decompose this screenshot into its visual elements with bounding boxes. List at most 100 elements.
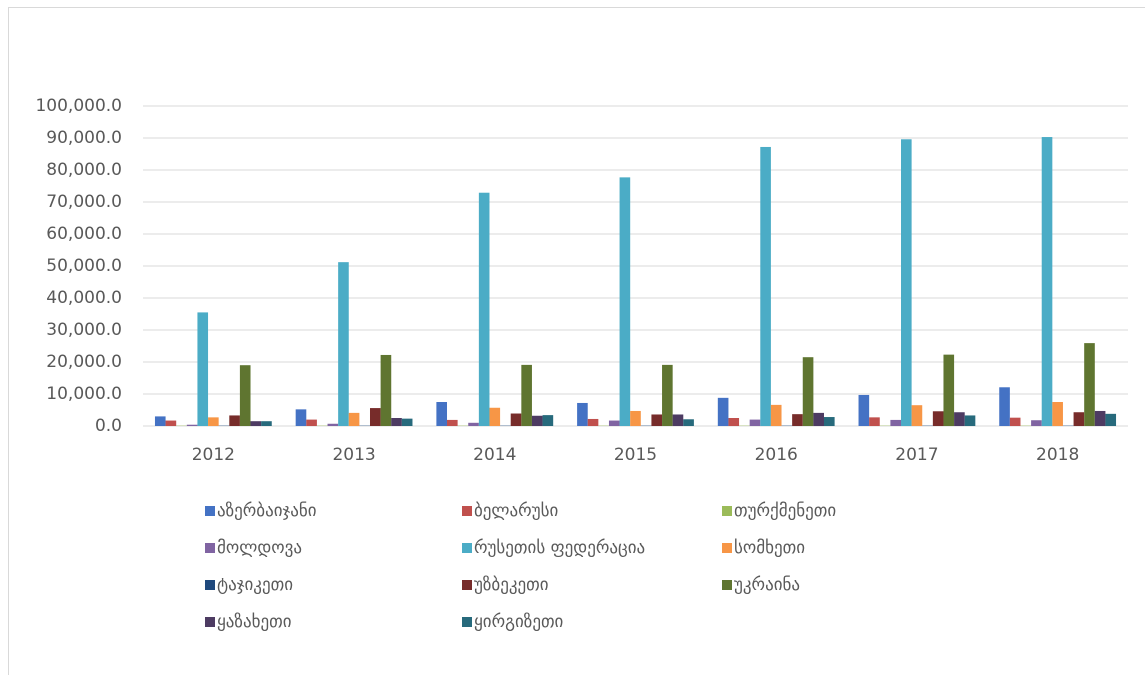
y-tick-label: 50,000.0: [46, 256, 122, 276]
bar: [327, 423, 339, 426]
bar: [239, 365, 251, 426]
bar: [261, 421, 272, 426]
y-tick-label: 100,000.0: [35, 96, 122, 116]
x-tick-label: 2017: [895, 445, 938, 465]
bar: [229, 415, 240, 426]
bar: [999, 387, 1010, 426]
y-tick-label: 70,000.0: [46, 192, 122, 212]
bar: [186, 424, 198, 426]
y-tick-label: 80,000.0: [46, 160, 122, 180]
bar: [619, 177, 631, 426]
y-tick-label: 90,000.0: [46, 128, 122, 148]
legend-swatch: [722, 506, 732, 516]
bar: [869, 417, 880, 426]
bar: [478, 192, 490, 426]
bar: [391, 418, 402, 426]
legend-swatch: [205, 543, 215, 553]
bar: [651, 414, 663, 426]
bar: [542, 415, 554, 426]
legend-label: უზბეკეთი: [474, 575, 549, 595]
bar: [1105, 413, 1117, 426]
bar: [250, 421, 262, 426]
chart-border: [8, 7, 1145, 675]
bar: [521, 364, 532, 426]
legend-label: უკრაინა: [734, 575, 800, 595]
bar: [813, 412, 824, 426]
y-tick-label: 60,000.0: [46, 224, 122, 244]
x-tick-label: 2014: [473, 445, 516, 465]
bar: [792, 414, 803, 426]
bar: [630, 410, 641, 426]
bar: [802, 357, 814, 426]
x-tick-label: 2015: [614, 445, 657, 465]
x-tick-label: 2018: [1036, 445, 1079, 465]
bar: [468, 422, 479, 426]
y-tick-label: 30,000.0: [46, 320, 122, 340]
legend-swatch: [462, 580, 472, 590]
x-tick-label: 2016: [755, 445, 798, 465]
bar: [1094, 410, 1106, 426]
legend-label: რუსეთის ფედერაცია: [474, 538, 645, 558]
bar: [662, 364, 673, 426]
y-tick-label: 20,000.0: [46, 352, 122, 372]
bar: [401, 418, 413, 426]
legend-swatch: [462, 617, 472, 627]
bar: [749, 419, 761, 426]
bar: [932, 411, 944, 426]
bar: [943, 354, 955, 426]
bar: [728, 418, 740, 426]
legend-label: მოლდოვა: [217, 538, 302, 558]
bar: [577, 402, 588, 426]
bar: [531, 415, 543, 426]
bar: [901, 139, 912, 426]
bar: [964, 415, 976, 426]
bar: [436, 402, 448, 426]
bar: [954, 412, 965, 426]
bar: [348, 412, 360, 426]
bar: [489, 407, 501, 426]
bar: [683, 419, 694, 426]
bar: [208, 417, 219, 426]
bar: [1009, 417, 1021, 426]
bar: [369, 408, 381, 426]
bar: [154, 416, 166, 426]
legend-swatch: [722, 543, 732, 553]
legend-label: აზერბაიჯანი: [217, 501, 317, 521]
x-tick-label: 2012: [192, 445, 235, 465]
legend-swatch: [205, 617, 215, 627]
legend-label: ტაჯიკეთი: [217, 575, 293, 595]
legend-label: ყაზახეთი: [217, 612, 292, 632]
bar: [510, 413, 522, 426]
bar: [823, 417, 835, 426]
bar: [717, 397, 729, 426]
bar: [911, 405, 923, 426]
bar: [770, 404, 782, 426]
bar: [858, 394, 870, 426]
bar: [1052, 402, 1063, 426]
y-tick-label: 40,000.0: [46, 288, 122, 308]
legend-swatch: [722, 580, 732, 590]
x-tick-label: 2013: [332, 445, 375, 465]
legend-label: ყირგიზეთი: [474, 612, 563, 632]
bar: [165, 420, 177, 426]
legend-swatch: [462, 506, 472, 516]
y-tick-label: 0.0: [95, 416, 122, 436]
bar: [338, 262, 349, 426]
bar: [672, 414, 684, 426]
bar: [587, 418, 599, 426]
legend-swatch: [205, 580, 215, 590]
bar: [1031, 420, 1042, 426]
bar: [1041, 137, 1053, 427]
bar: [890, 419, 902, 426]
bar: [197, 312, 209, 426]
bar: [1073, 412, 1085, 426]
bar: [760, 146, 771, 426]
bar: [608, 420, 620, 426]
legend-swatch: [205, 506, 215, 516]
bar: [447, 419, 458, 426]
bar: [295, 409, 307, 426]
bar: [380, 354, 392, 426]
legend-label: სომხეთი: [734, 538, 805, 558]
y-tick-label: 10,000.0: [46, 384, 122, 404]
